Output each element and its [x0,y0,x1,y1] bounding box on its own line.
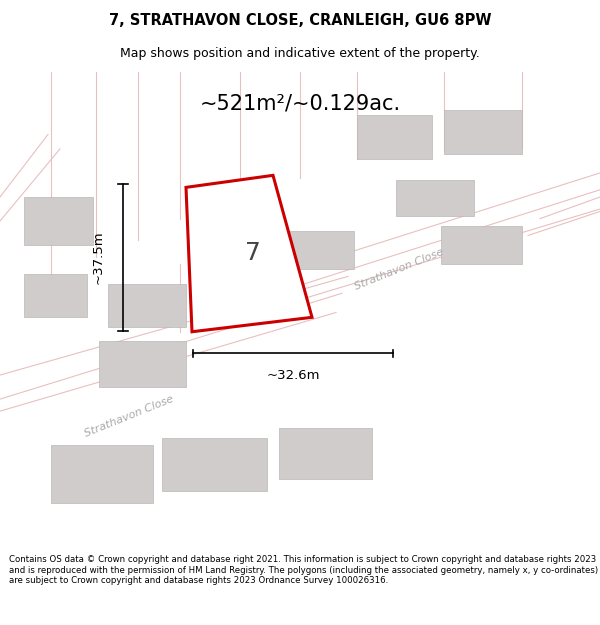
Text: Strathavon Close: Strathavon Close [353,247,445,292]
Text: Contains OS data © Crown copyright and database right 2021. This information is : Contains OS data © Crown copyright and d… [9,555,598,585]
Polygon shape [357,115,432,159]
Text: 7: 7 [245,241,260,265]
Polygon shape [264,231,354,269]
Polygon shape [186,176,312,332]
Text: ~32.6m: ~32.6m [266,369,320,381]
Polygon shape [51,445,153,503]
Polygon shape [108,284,186,327]
Text: Map shows position and indicative extent of the property.: Map shows position and indicative extent… [120,48,480,61]
Polygon shape [444,111,522,154]
Polygon shape [279,428,372,479]
Text: ~37.5m: ~37.5m [92,231,105,284]
Polygon shape [99,341,186,387]
Polygon shape [24,197,93,245]
Text: ~521m²/~0.129ac.: ~521m²/~0.129ac. [199,93,401,113]
Polygon shape [396,180,474,216]
Polygon shape [441,226,522,264]
Text: Strathavon Close: Strathavon Close [83,394,175,439]
Text: 7, STRATHAVON CLOSE, CRANLEIGH, GU6 8PW: 7, STRATHAVON CLOSE, CRANLEIGH, GU6 8PW [109,12,491,28]
Polygon shape [162,438,267,491]
Polygon shape [24,274,87,318]
